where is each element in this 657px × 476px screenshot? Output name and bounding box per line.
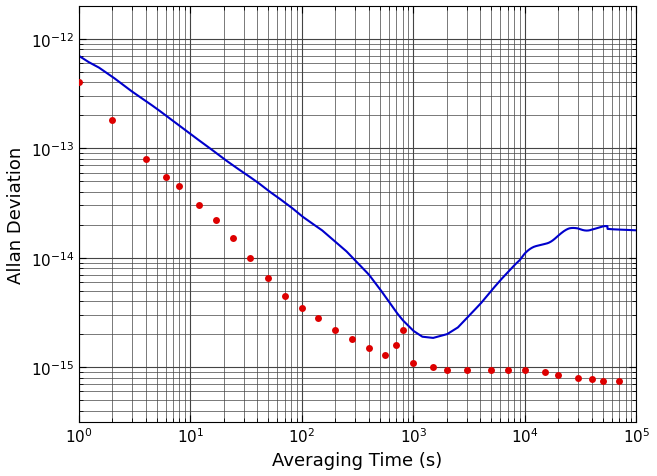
Y-axis label: Allan Deviation: Allan Deviation bbox=[7, 146, 25, 283]
X-axis label: Averaging Time (s): Averaging Time (s) bbox=[273, 451, 443, 469]
